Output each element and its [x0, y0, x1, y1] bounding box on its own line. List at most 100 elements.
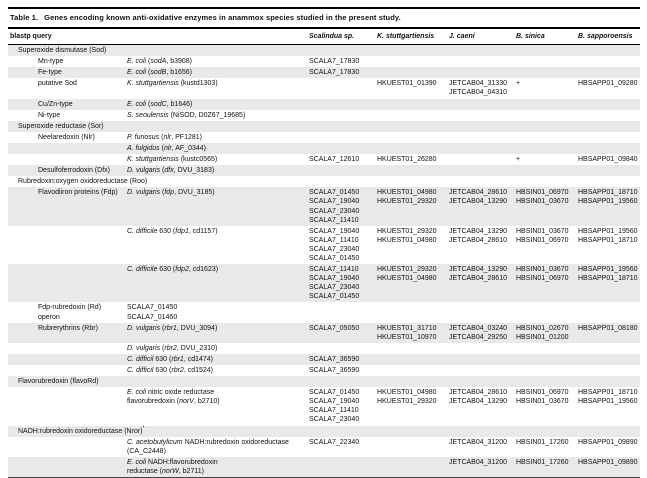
- anti-oxidative-genes-table: blastp query Scalindua sp. K. stuttgarti…: [8, 29, 640, 478]
- table-row: Neelaredoxin (Nlr) P. furiosus (nlr, PF12…: [8, 132, 640, 143]
- table-row: Fe-type E. coli (sodB, b1656) SCALA7_17830: [8, 67, 640, 79]
- cell-bsinica: +: [516, 156, 521, 164]
- table-row: Fdp-rubredoxin (Rd) operon SCALA7_01450 SC…: [8, 302, 640, 322]
- table-row: putative Sod K. stuttgartiensis (kustd130…: [8, 78, 640, 98]
- cell-enzyme: Fdp-rubredoxin (Rd) operon: [38, 304, 102, 321]
- cell-query: C. acetobutylicum NADH:rubredoxin oxidor…: [127, 438, 289, 455]
- cell-jcaeni: JETCAB04_31200: [449, 438, 507, 446]
- table-row: C. difficil 630 (rbr2, cd1524) SCALA7_365…: [8, 365, 640, 376]
- cell-bsapporoensis: HBSAPP01_19560 HBSAPP01_18710: [578, 227, 638, 244]
- cell-bsinica: [514, 56, 576, 67]
- cell-bsapporoensis: HBSAPP01_09280: [578, 80, 638, 88]
- cell-scalindua: SCALA7_05050: [309, 324, 360, 332]
- cell-enzyme: Rubrerythrins (Rbr): [38, 324, 98, 332]
- cell-jcaeni: [447, 99, 514, 110]
- section-label: Superoxide dismutase (Sod): [18, 47, 107, 55]
- cell-scalindua: SCALA7_01450 SCALA7_19040 SCALA7_11410 SCAL…: [309, 389, 360, 424]
- cell-jcaeni: JETCAB04_28610 JETCAB04_13290: [449, 189, 507, 206]
- section-row: Flavorubredoxin (flavoRd): [8, 376, 640, 388]
- cell-query: A. fulgidus (nlr, AF_0344): [127, 144, 206, 152]
- caption-divider-rule: [8, 27, 640, 29]
- table-caption-text: Genes encoding known anti-oxidative enzy…: [44, 13, 401, 22]
- cell-bsinica: [514, 99, 576, 110]
- cell-jcaeni: [447, 56, 514, 67]
- cell-bsapporoensis: HBSAPP01_18710 HBSAPP01_19560: [578, 389, 638, 406]
- table-row: C. difficil 630 (rbr1, cd1474) SCALA7_365…: [8, 353, 640, 365]
- cell-enzyme: Ni-type: [38, 111, 61, 119]
- cell-bsapporoensis: [576, 165, 640, 176]
- cell-scalindua: SCALA7_36590: [309, 367, 360, 374]
- cell-bsinica: [514, 132, 576, 143]
- cell-bsinica: [514, 110, 576, 121]
- cell-jcaeni: JETCAB04_03240 JETCAB04_29250: [449, 324, 507, 341]
- table-row: Desulfoferrodoxin (Dfx) D. vulgaris (dfx,…: [8, 165, 640, 177]
- cell-bsinica: [514, 343, 576, 354]
- cell-enzyme: Mn-type: [38, 58, 64, 66]
- cell-scalindua: SCALA7_36590: [309, 355, 360, 363]
- cell-kstuttgartiensis: [375, 132, 447, 143]
- cell-scalindua: SCALA7_01450 SCALA7_19040 SCALA7_23040 SCAL…: [309, 189, 360, 224]
- cell-kstuttgartiensis: [375, 67, 447, 78]
- cell-jcaeni: [447, 67, 514, 78]
- cell-enzyme: [8, 437, 125, 457]
- cell-enzyme: [8, 226, 125, 264]
- top-rule: [8, 7, 640, 9]
- cell-bsinica: HBSIN01_17260: [516, 438, 569, 446]
- cell-kstuttgartiensis: HKUEST01_29320 HKUEST01_04980: [377, 227, 437, 244]
- cell-kstuttgartiensis: [375, 354, 447, 365]
- cell-jcaeni: [447, 343, 514, 354]
- cell-query: C. difficile 630 (fdp1, cd1157): [127, 227, 218, 235]
- table-row: A. fulgidus (nlr, AF_0344): [8, 142, 640, 155]
- cell-bsapporoensis: HBSAPP01_18710 HBSAPP01_19560: [578, 189, 638, 206]
- table-row: C. acetobutylicum NADH:rubredoxin oxidor…: [8, 437, 640, 457]
- cell-bsapporoensis: HBSAPP01_19560 HBSAPP01_18710: [578, 266, 638, 283]
- cell-jcaeni: [447, 143, 514, 154]
- section-row: Superoxide reductase (Sor): [8, 120, 640, 132]
- cell-bsinica: [514, 365, 576, 376]
- section-label: Rubredoxin:oxygen oxidoreductase (Roo): [18, 178, 148, 186]
- cell-bsapporoensis: [576, 354, 640, 365]
- cell-bsapporoensis: [576, 56, 640, 67]
- cell-enzyme: Neelaredoxin (Nlr): [38, 133, 95, 141]
- cell-bsapporoensis: [576, 343, 640, 354]
- cell-scalindua: SCALA7_19040 SCALA7_11410 SCALA7_23040 SCAL…: [309, 227, 360, 262]
- cell-bsapporoensis: [576, 302, 640, 322]
- cell-kstuttgartiensis: HKUEST01_04980 HKUEST01_29320: [377, 389, 437, 406]
- section-row: NADH:rubredoxin oxidoreductase (Nror)*: [8, 425, 640, 437]
- cell-enzyme: Cu/Zn-type: [38, 100, 73, 108]
- table-row: C. difficile 630 (fdp1, cd1157) SCALA7_19…: [8, 226, 640, 264]
- cell-jcaeni: [447, 154, 514, 165]
- cell-enzyme: Desulfoferrodoxin (Dfx): [38, 167, 110, 175]
- cell-jcaeni: [447, 110, 514, 121]
- cell-bsapporoensis: HBSAPP01_08180: [578, 324, 638, 332]
- table-row: E. coli NADH:flavorubredoxin reductase (n…: [8, 456, 640, 478]
- cell-scalindua: [307, 78, 375, 98]
- cell-bsapporoensis: [576, 132, 640, 143]
- cell-enzyme: [8, 154, 125, 165]
- cell-bsinica: [514, 143, 576, 154]
- cell-scalindua: [307, 132, 375, 143]
- column-header-blastp-query: blastp query: [8, 29, 307, 46]
- cell-query: P. furiosus (nlr, PF1281): [127, 133, 202, 141]
- cell-query: D. vulgaris (fdp, DVU_3185): [127, 189, 215, 197]
- cell-scalindua: SCALA7_17830: [309, 58, 360, 66]
- cell-jcaeni: [447, 302, 514, 322]
- table-row: Flavodiiron proteins (Fdp) D. vulgaris (f…: [8, 187, 640, 226]
- cell-enzyme: [8, 343, 125, 354]
- cell-query: E. coli NADH:flavorubredoxin reductase (n…: [127, 458, 218, 475]
- table-row: E. coli nitric oxide reductase flavorubre…: [8, 387, 640, 425]
- table-caption: Table 1. Genes encoding known anti-oxidat…: [8, 9, 640, 27]
- cell-scalindua: [307, 457, 375, 477]
- column-header-bsapporoensis: B. sapporoensis: [576, 29, 640, 46]
- cell-query: E. coli nitric oxide reductase flavorubre…: [127, 389, 220, 406]
- cell-query: S. seoulensis (NiSOD, D0Z67_19685): [127, 111, 246, 119]
- table-row: Ni-type S. seoulensis (NiSOD, D0Z67_19685…: [8, 110, 640, 121]
- cell-query: E. coli (sodA, b3908): [127, 58, 192, 66]
- cell-scalindua: [307, 165, 375, 176]
- cell-jcaeni: JETCAB04_31200: [449, 458, 507, 466]
- cell-enzyme: Fe-type: [38, 69, 62, 77]
- cell-query: D. vulgaris (dfx, DVU_3183): [127, 167, 215, 175]
- cell-bsapporoensis: [576, 110, 640, 121]
- column-header-jcaeni: J. caeni: [447, 29, 514, 46]
